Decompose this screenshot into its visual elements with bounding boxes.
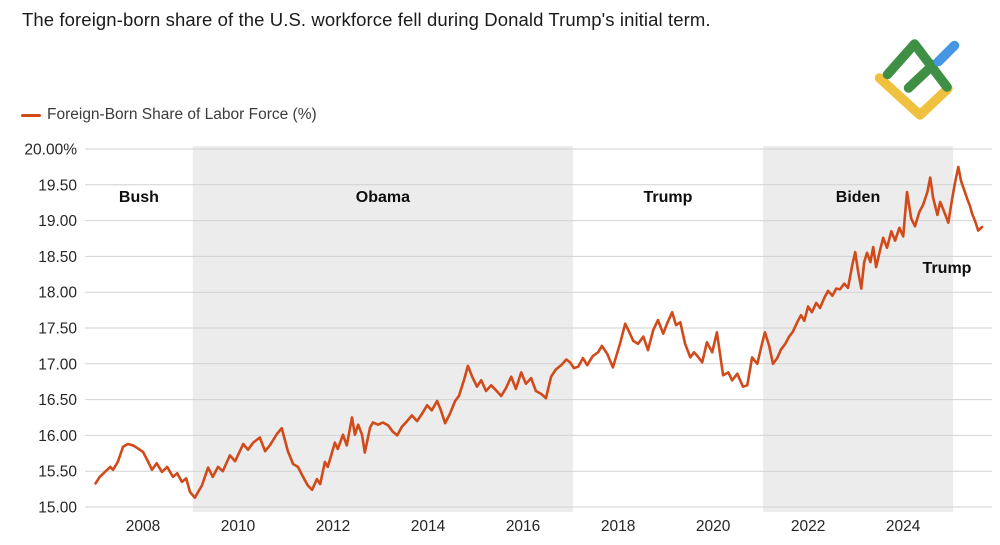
y-tick-label: 19.00 (38, 213, 77, 230)
y-tick-label: 15.00 (38, 500, 77, 517)
y-tick-label: 16.50 (38, 392, 77, 409)
president-label-obama: Obama (356, 189, 410, 206)
y-tick-label: 20.00% (24, 142, 77, 159)
y-tick-label: 16.00 (38, 428, 77, 445)
y-axis-tick-labels: 20.00% 19.50 19.00 18.50 18.00 17.50 17.00 16.5… (24, 142, 77, 517)
president-label-biden: Biden (836, 189, 880, 206)
legend-line-swatch (21, 113, 41, 118)
y-tick-label: 18.50 (38, 249, 77, 266)
x-tick-label: 2024 (886, 518, 921, 535)
y-tick-label: 17.00 (38, 356, 77, 373)
data-series (94, 165, 984, 500)
x-tick-label: 2020 (696, 518, 731, 535)
x-tick-label: 2018 (601, 518, 635, 535)
president-label-trump-2: Trump (923, 260, 972, 277)
y-tick-label: 18.00 (38, 285, 77, 302)
gridlines (85, 148, 992, 508)
x-tick-label: 2008 (126, 518, 160, 535)
y-tick-label: 19.50 (38, 177, 77, 194)
president-label-bush: Bush (119, 189, 159, 206)
x-tick-label: 2010 (221, 518, 256, 535)
term-band-obama (192, 146, 573, 512)
logo-yellow-check-stroke (874, 73, 953, 120)
logo-green-rise-stroke (903, 59, 939, 93)
legend: Foreign-Born Share of Labor Force (%) (21, 106, 317, 124)
x-tick-label: 2016 (506, 518, 540, 535)
chart-title: The foreign-born share of the U.S. workf… (22, 9, 711, 30)
x-axis-tick-labels: 2008 2010 2012 2014 2016 2018 2020 2022 2024 (126, 518, 921, 535)
logo-blue-tip-stroke (933, 40, 960, 67)
president-labels: Bush Obama Trump Biden Trump (119, 189, 972, 277)
logo-green-peak-stroke (882, 39, 952, 92)
y-tick-label: 17.50 (38, 321, 77, 338)
x-tick-label: 2022 (791, 518, 825, 535)
series-line (94, 165, 984, 500)
x-tick-label: 2012 (316, 518, 350, 535)
legend-label: Foreign-Born Share of Labor Force (%) (47, 106, 317, 123)
president-label-trump: Trump (644, 189, 693, 206)
x-tick-label: 2014 (411, 518, 446, 535)
y-tick-label: 15.50 (38, 464, 77, 481)
